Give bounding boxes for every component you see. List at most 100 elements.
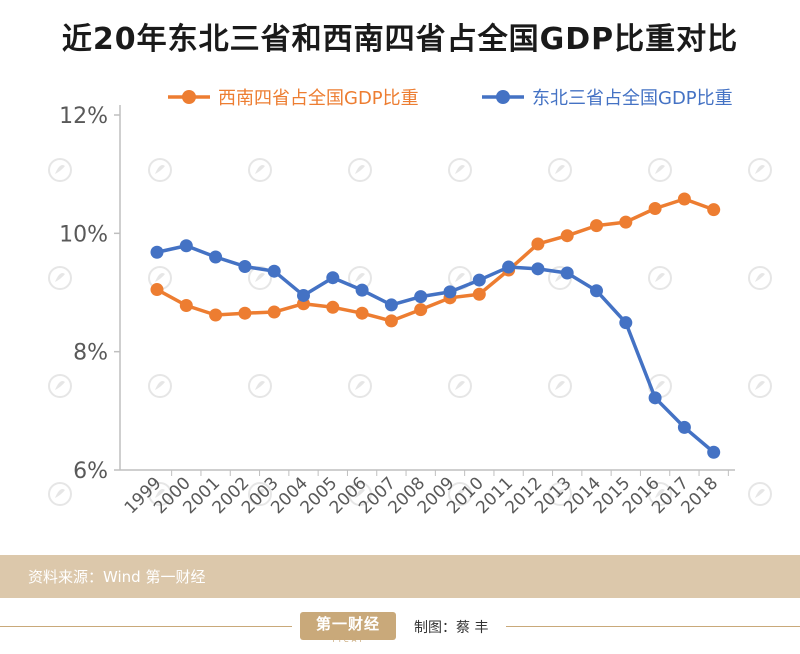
watermark-icon bbox=[248, 482, 272, 506]
watermark-leaf bbox=[355, 165, 365, 174]
y-tick-label: 10% bbox=[59, 222, 108, 247]
data-point bbox=[384, 298, 398, 312]
watermark-ring bbox=[248, 266, 272, 290]
watermark-leaf bbox=[255, 381, 265, 390]
watermark-icon bbox=[148, 482, 172, 506]
watermark-icon bbox=[248, 266, 272, 290]
watermark-leaf bbox=[655, 381, 665, 390]
watermark-icon bbox=[748, 266, 772, 290]
data-point bbox=[326, 300, 340, 314]
watermark-leaf bbox=[755, 273, 765, 282]
watermark-icon bbox=[448, 374, 472, 398]
watermark-leaf bbox=[355, 489, 365, 498]
watermark-icon bbox=[248, 374, 272, 398]
watermark-ring bbox=[248, 482, 272, 506]
data-point bbox=[267, 264, 281, 278]
watermark-leaf bbox=[655, 165, 665, 174]
y-tick-label: 8% bbox=[73, 341, 108, 366]
data-point bbox=[531, 262, 545, 276]
watermark-ring bbox=[648, 266, 672, 290]
watermark-ring bbox=[48, 266, 72, 290]
watermark-leaf bbox=[55, 273, 65, 282]
data-point bbox=[326, 271, 340, 285]
data-point bbox=[238, 306, 252, 320]
data-point bbox=[150, 245, 164, 259]
watermark-icon bbox=[548, 482, 572, 506]
watermark-ring bbox=[448, 482, 472, 506]
data-point bbox=[619, 215, 633, 229]
watermark-leaf bbox=[255, 273, 265, 282]
watermark-leaf bbox=[55, 489, 65, 498]
watermark-leaf bbox=[455, 381, 465, 390]
chart-legend: 西南四省占全国GDP比重 东北三省占全国GDP比重 bbox=[168, 88, 733, 109]
watermark-ring bbox=[48, 158, 72, 182]
chart-credit: 制图：蔡 丰 bbox=[414, 620, 489, 636]
data-point bbox=[590, 219, 603, 233]
watermark-leaf bbox=[155, 273, 165, 282]
series-line bbox=[156, 197, 715, 323]
watermark-ring bbox=[248, 374, 272, 398]
watermark-ring bbox=[148, 374, 172, 398]
legend-item: 东北三省占全国GDP比重 bbox=[482, 88, 733, 109]
watermark-icon bbox=[48, 482, 72, 506]
watermark-icon bbox=[548, 374, 572, 398]
series-line bbox=[156, 244, 715, 454]
watermark-leaf bbox=[455, 273, 465, 282]
watermark-leaf bbox=[355, 273, 365, 282]
watermark-icon bbox=[748, 158, 772, 182]
watermark-leaf bbox=[155, 165, 165, 174]
watermark-pattern bbox=[48, 158, 772, 506]
watermark-ring bbox=[648, 158, 672, 182]
data-point bbox=[677, 192, 691, 206]
data-point bbox=[707, 445, 721, 459]
watermark-icon bbox=[448, 158, 472, 182]
watermark-ring bbox=[748, 482, 772, 506]
watermark-leaf bbox=[755, 165, 765, 174]
data-point bbox=[209, 308, 223, 322]
watermark-ring bbox=[548, 374, 572, 398]
watermark-icon bbox=[348, 374, 372, 398]
watermark-leaf bbox=[555, 489, 565, 498]
watermark-icon bbox=[448, 482, 472, 506]
data-point bbox=[648, 391, 662, 405]
data-point bbox=[355, 306, 369, 320]
watermark-ring bbox=[148, 482, 172, 506]
legend-label: 西南四省占全国GDP比重 bbox=[218, 88, 419, 109]
watermark-ring bbox=[248, 158, 272, 182]
watermark-leaf bbox=[755, 381, 765, 390]
watermark-ring bbox=[348, 158, 372, 182]
watermark-icon bbox=[748, 374, 772, 398]
watermark-leaf bbox=[455, 489, 465, 498]
data-point bbox=[472, 273, 486, 287]
watermark-leaf bbox=[255, 489, 265, 498]
watermark-ring bbox=[48, 374, 72, 398]
watermark-leaf bbox=[455, 165, 465, 174]
legend-marker bbox=[496, 90, 510, 104]
data-point bbox=[267, 305, 281, 319]
y-tick-label: 12% bbox=[59, 104, 108, 129]
watermark-ring bbox=[448, 158, 472, 182]
y-tick-label: 6% bbox=[73, 459, 108, 484]
data-point bbox=[384, 314, 398, 328]
watermark-icon bbox=[248, 158, 272, 182]
data-point bbox=[179, 299, 193, 313]
watermark-leaf bbox=[655, 489, 665, 498]
watermark-icon bbox=[648, 266, 672, 290]
data-point bbox=[560, 229, 574, 243]
brand-logo-subtext: YICAI bbox=[331, 636, 365, 644]
watermark-ring bbox=[648, 482, 672, 506]
data-point bbox=[648, 201, 662, 215]
watermark-icon bbox=[48, 374, 72, 398]
watermark-ring bbox=[748, 158, 772, 182]
watermark-icon bbox=[48, 266, 72, 290]
chart-series-lines bbox=[150, 192, 721, 459]
watermark-leaf bbox=[555, 381, 565, 390]
watermark-leaf bbox=[655, 273, 665, 282]
watermark-icon bbox=[48, 158, 72, 182]
watermark-ring bbox=[348, 482, 372, 506]
data-point bbox=[707, 203, 721, 217]
data-point bbox=[179, 239, 193, 253]
data-point bbox=[414, 303, 428, 317]
watermark-ring bbox=[748, 374, 772, 398]
watermark-ring bbox=[548, 158, 572, 182]
